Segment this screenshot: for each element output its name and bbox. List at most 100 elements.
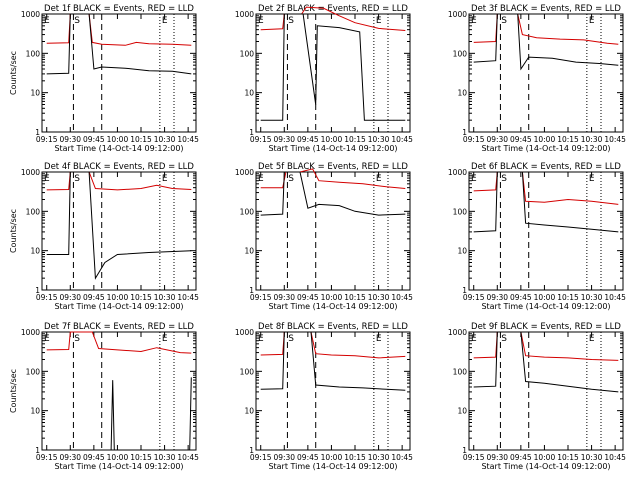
series-red-lld [46, 13, 192, 46]
x-tick-label: 10:00 [321, 135, 343, 144]
series-black-events [46, 13, 192, 75]
y-tick-label: 10 [30, 407, 40, 416]
plot-frame [468, 171, 624, 291]
marker-label: S [74, 16, 80, 26]
marker-label: E [162, 334, 168, 344]
x-tick-label: 09:45 [297, 453, 319, 462]
x-tick-label: 10:15 [344, 453, 366, 462]
x-tick-label: 09:30 [59, 293, 81, 302]
panel-det-2: Det 2f BLACK = Events, RED = LLD 1 10 100 10… [235, 4, 413, 153]
y-tick-label: 1 [462, 128, 467, 137]
y-tick-label: 100 [26, 207, 41, 216]
marker-label: E [471, 174, 477, 184]
y-tick-label: 1000 [235, 328, 254, 337]
x-tick-label: 09:45 [83, 453, 105, 462]
marker-label: S [501, 16, 507, 26]
marker-label: E [589, 16, 595, 26]
series-red-lld [260, 331, 406, 359]
marker-label: E [471, 16, 477, 26]
y-axis-label: Counts/sec [9, 369, 18, 413]
y-tick-label: 100 [240, 49, 255, 58]
marker-label: E [376, 334, 382, 344]
x-tick-label: 10:00 [107, 293, 129, 302]
x-tick-label: 10:00 [321, 453, 343, 462]
x-axis-label: Start Time (14-Oct-14 09:12:00) [54, 144, 183, 153]
y-tick-label: 1000 [448, 168, 467, 177]
marker-label: E [162, 16, 168, 26]
x-tick-label: 10:15 [557, 135, 579, 144]
marker-label: E [44, 174, 50, 184]
series-black-events [473, 331, 619, 393]
x-axis-label: Start Time (14-Oct-14 09:12:00) [481, 462, 610, 471]
plot-frame [41, 13, 197, 133]
marker-label: E [376, 174, 382, 184]
x-axis-label: Start Time (14-Oct-14 09:12:00) [481, 144, 610, 153]
y-tick-label: 1 [462, 446, 467, 455]
x-tick-label: 10:15 [344, 135, 366, 144]
x-tick-label: 10:00 [107, 453, 129, 462]
panel-det-1: Det 1f BLACK = Events, RED = LLD 1 10 100 10… [9, 4, 199, 153]
x-tick-label: 10:00 [107, 135, 129, 144]
y-tick-label: 1 [249, 128, 254, 137]
panel-title: Det 3f BLACK = Events, RED = LLD [471, 4, 621, 14]
x-axis-label: Start Time (14-Oct-14 09:12:00) [268, 302, 397, 311]
plot-frame [468, 331, 624, 451]
x-tick-label: 09:45 [510, 135, 532, 144]
x-tick-label: 10:15 [344, 293, 366, 302]
x-tick-label: 10:45 [177, 453, 199, 462]
marker-label: E [258, 334, 264, 344]
x-tick-label: 10:15 [130, 453, 152, 462]
y-tick-label: 1000 [21, 168, 40, 177]
x-tick-label: 09:15 [250, 453, 272, 462]
marker-label: S [74, 174, 80, 184]
marker-label: E [44, 334, 50, 344]
y-tick-label: 1000 [21, 10, 40, 19]
marker-label: S [288, 16, 294, 26]
panel-title: Det 1f BLACK = Events, RED = LLD [44, 4, 194, 14]
y-tick-label: 100 [453, 367, 468, 376]
y-axis-label: Counts/sec [9, 51, 18, 95]
x-tick-label: 09:30 [486, 293, 508, 302]
y-tick-label: 1 [35, 128, 40, 137]
x-tick-label: 09:30 [273, 135, 295, 144]
series-red-lld [473, 331, 619, 361]
panel-det-4: Det 4f BLACK = Events, RED = LLD 1 10 100 10… [9, 162, 199, 311]
x-tick-label: 09:45 [83, 135, 105, 144]
plot-frame [468, 13, 624, 133]
x-tick-label: 09:30 [59, 135, 81, 144]
panel-title: Det 6f BLACK = Events, RED = LLD [471, 162, 621, 172]
x-tick-label: 10:00 [534, 135, 556, 144]
marker-label: S [288, 174, 294, 184]
panel-title: Det 9f BLACK = Events, RED = LLD [471, 322, 621, 332]
x-tick-label: 09:45 [83, 293, 105, 302]
x-tick-label: 10:15 [557, 453, 579, 462]
panel-det-3: Det 3f BLACK = Events, RED = LLD 1 10 100 10… [448, 4, 626, 153]
panel-det-6: Det 6f BLACK = Events, RED = LLD 1 10 100 10… [448, 162, 626, 311]
x-tick-label: 10:00 [321, 293, 343, 302]
y-tick-label: 1000 [235, 168, 254, 177]
x-tick-label: 09:45 [510, 293, 532, 302]
panel-title: Det 8f BLACK = Events, RED = LLD [258, 322, 408, 332]
x-tick-label: 09:30 [273, 293, 295, 302]
y-tick-label: 10 [30, 89, 40, 98]
panel-title: Det 4f BLACK = Events, RED = LLD [44, 162, 194, 172]
x-tick-label: 09:30 [486, 135, 508, 144]
x-tick-label: 09:15 [463, 453, 485, 462]
marker-label: S [501, 174, 507, 184]
y-tick-label: 1 [462, 286, 467, 295]
marker-label: E [589, 334, 595, 344]
x-axis-label: Start Time (14-Oct-14 09:12:00) [54, 462, 183, 471]
series-red-lld [473, 13, 619, 45]
x-tick-label: 09:30 [273, 453, 295, 462]
panel-title: Det 7f BLACK = Events, RED = LLD [44, 322, 194, 332]
series-black-events [46, 171, 192, 280]
marker-label: E [471, 334, 477, 344]
panel-det-9: Det 9f BLACK = Events, RED = LLD 1 10 100 10… [448, 322, 626, 471]
y-tick-label: 10 [244, 247, 254, 256]
y-tick-label: 100 [26, 367, 41, 376]
x-tick-label: 10:45 [391, 293, 413, 302]
series-black-events [473, 13, 619, 71]
x-tick-label: 10:15 [130, 293, 152, 302]
x-tick-label: 09:15 [36, 293, 58, 302]
